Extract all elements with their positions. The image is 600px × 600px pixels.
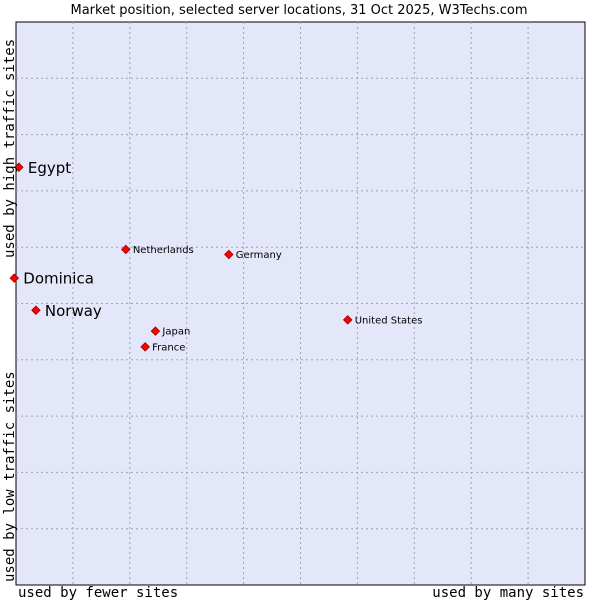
point-marker [9,273,20,283]
grid-lines [16,22,585,585]
point-marker [14,162,24,173]
point-label: Netherlands [133,245,194,256]
data-point-netherlands: Netherlands [121,244,194,256]
data-point-norway: Norway [31,302,102,320]
chart-title: Market position, selected server locatio… [70,3,527,18]
x-axis-label-right: used by many sites [432,585,584,600]
data-point-united-states: United States [342,315,423,326]
data-point-dominica: Dominica [9,270,94,288]
point-label: United States [355,315,423,326]
point-label: Dominica [23,270,94,288]
data-points: Egypt Dominica Norway Netherlands Germany Uni… [9,159,423,353]
data-point-japan: Japan [150,326,190,338]
point-label: Germany [236,250,282,261]
point-marker [31,305,41,316]
point-label: Norway [45,302,102,320]
point-marker [342,315,353,325]
point-marker [150,326,161,336]
data-point-germany: Germany [224,249,282,261]
point-marker [121,244,131,255]
y-axis-label-bottom: used by low traffic sites [2,371,18,582]
x-axis-label-left: used by fewer sites [18,585,178,600]
data-point-france: France [140,342,185,353]
point-marker [140,342,150,352]
data-point-egypt: Egypt [14,159,71,177]
point-label: Japan [161,327,190,338]
point-label: Egypt [28,159,71,177]
point-marker [224,249,234,260]
point-label: France [152,342,185,353]
y-axis-label-top: used by high traffic sites [2,39,18,258]
